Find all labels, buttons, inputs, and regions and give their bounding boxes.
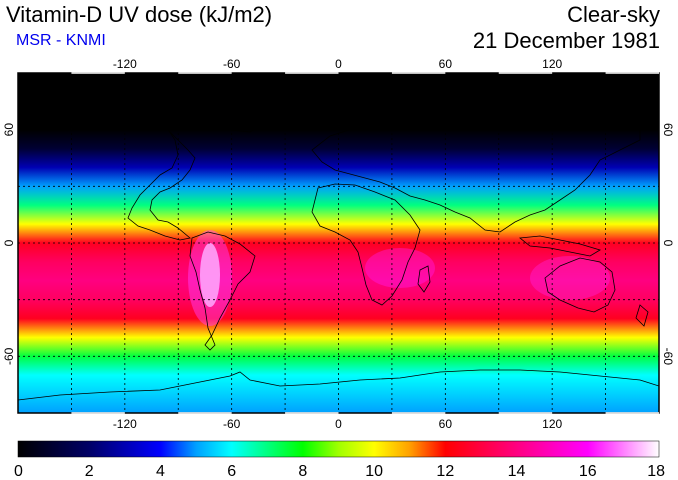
lat-tick-label-left: 0 xyxy=(2,239,16,246)
lat-tick-label-right: 0 xyxy=(661,240,675,247)
coastlines xyxy=(18,97,659,401)
coast-south-america xyxy=(189,231,256,351)
latitude-labels-right: 60 0 -60 xyxy=(661,123,675,365)
lon-tick-label-bottom: 60 xyxy=(439,417,453,431)
lon-tick-label-top: 120 xyxy=(542,57,562,71)
colorbar-tick-label: 4 xyxy=(156,463,165,480)
colorbar-tick-label: 10 xyxy=(365,463,383,480)
coast-north-america xyxy=(33,103,196,241)
longitude-labels-bottom: -120 -60 0 60 120 xyxy=(113,417,563,431)
australia-high xyxy=(530,256,610,300)
colorbar-tick-label: 8 xyxy=(298,463,307,480)
colorbar-tick-label: 2 xyxy=(85,463,94,480)
lon-tick-label-bottom: 0 xyxy=(335,417,342,431)
source-label: MSR - KNMI xyxy=(16,32,106,49)
frame-segment-marks xyxy=(71,72,659,414)
coast-new-zealand xyxy=(635,304,649,327)
graticule xyxy=(18,73,659,413)
lat-tick-label-right: -60 xyxy=(661,348,675,366)
colorbar-tick-label: 18 xyxy=(647,463,665,480)
lon-tick-label-bottom: -60 xyxy=(223,417,241,431)
colorbar-tick-label: 0 xyxy=(14,463,23,480)
colorbar-tick-label: 14 xyxy=(508,463,526,480)
lon-tick-label-top: -60 xyxy=(223,57,241,71)
lat-tick-label-right: 60 xyxy=(661,123,675,137)
lon-tick-label-bottom: -120 xyxy=(113,417,137,431)
lat-tick-label-left: 60 xyxy=(2,123,16,137)
sky-condition-label: Clear-sky xyxy=(567,2,660,27)
map-title: Vitamin-D UV dose (kJ/m2) xyxy=(6,2,273,27)
colorbar-tick-label: 12 xyxy=(436,463,454,480)
coast-europe-asia xyxy=(311,109,641,233)
coast-indonesia xyxy=(518,235,601,257)
latitude-labels-left: 60 0 -60 xyxy=(2,123,16,365)
colorbar xyxy=(17,440,660,458)
andes-hotspot xyxy=(200,243,220,307)
colorbar-tick-label: 6 xyxy=(227,463,236,480)
coast-africa xyxy=(311,183,421,306)
coast-antarctica xyxy=(18,369,659,401)
coast-madagascar xyxy=(417,265,431,293)
lon-tick-label-top: 0 xyxy=(335,57,342,71)
longitude-labels-top: -120 -60 0 60 120 xyxy=(113,57,563,71)
lon-tick-label-top: 60 xyxy=(439,57,453,71)
lon-tick-label-bottom: 120 xyxy=(542,417,562,431)
colorbar-tick-label: 16 xyxy=(579,463,597,480)
colorbar-labels: 0 2 4 6 8 10 12 14 16 18 xyxy=(14,463,665,480)
south-america-highland xyxy=(188,230,232,326)
southern-africa-high xyxy=(365,248,435,288)
coast-australia xyxy=(544,257,616,313)
lat-tick-label-left: -60 xyxy=(2,347,16,365)
lon-tick-label-top: -120 xyxy=(113,57,137,71)
coast-greenland xyxy=(209,97,276,133)
date-label: 21 December 1981 xyxy=(472,28,660,53)
